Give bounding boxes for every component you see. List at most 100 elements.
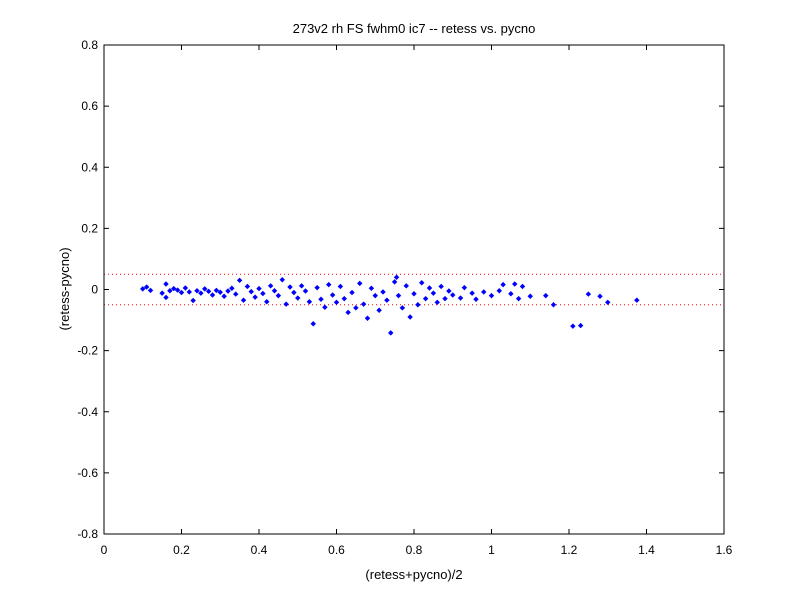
data-point: [295, 295, 301, 301]
data-point: [469, 290, 475, 296]
data-point: [419, 280, 425, 286]
data-point: [515, 295, 522, 302]
data-point: [527, 293, 533, 299]
data-point: [271, 287, 278, 294]
data-point: [349, 289, 355, 296]
data-point: [167, 287, 173, 294]
data-point: [550, 302, 557, 308]
data-point: [298, 283, 305, 289]
y-tick-label: 0.4: [81, 160, 98, 174]
data-point: [353, 305, 359, 311]
data-point: [345, 309, 351, 316]
x-tick-label: 0.8: [406, 543, 423, 557]
data-point: [314, 284, 320, 291]
y-tick-label: 0.8: [81, 38, 98, 52]
data-point: [376, 307, 382, 314]
y-tick-label: -0.4: [77, 405, 98, 419]
data-point: [585, 291, 592, 297]
reference-lines: [104, 273, 724, 306]
data-point: [171, 285, 177, 292]
data-point: [163, 294, 169, 301]
data-point: [174, 287, 181, 293]
x-tick-label: 0: [101, 543, 108, 557]
y-tick-label: -0.6: [77, 466, 98, 480]
data-point: [496, 287, 502, 294]
data-point: [217, 289, 223, 295]
data-point: [329, 292, 336, 298]
data-point: [306, 299, 313, 305]
data-point: [481, 289, 487, 295]
data-point: [411, 291, 417, 297]
data-point: [291, 289, 297, 296]
y-tick-label: -0.2: [77, 344, 98, 358]
data-point: [393, 274, 400, 280]
data-point: [457, 295, 464, 301]
data-point: [221, 293, 227, 299]
data-point: [508, 291, 514, 297]
data-point: [178, 289, 185, 296]
data-point: [380, 289, 386, 295]
data-point: [384, 297, 390, 303]
data-point: [391, 279, 398, 285]
data-point: [140, 286, 146, 292]
data-point: [577, 322, 584, 329]
data-point: [543, 292, 549, 299]
data-point: [368, 285, 375, 292]
data-point: [322, 304, 328, 310]
data-point: [190, 297, 196, 304]
data-point: [512, 281, 518, 287]
data-point: [422, 295, 429, 302]
data-point: [279, 276, 285, 283]
data-point: [283, 301, 289, 307]
data-point: [341, 295, 347, 302]
x-tick-label: 1.2: [561, 543, 578, 557]
x-tick-label: 0.4: [251, 543, 268, 557]
data-point: [244, 283, 251, 290]
data-point: [198, 290, 204, 296]
data-point: [267, 283, 274, 289]
data-point: [450, 292, 456, 298]
data-point: [407, 314, 413, 320]
data-point: [318, 296, 324, 303]
data-point: [337, 283, 344, 290]
data-point: [403, 283, 409, 289]
data-point: [488, 292, 495, 299]
data-point: [434, 299, 440, 306]
data-point: [415, 302, 421, 308]
data-point: [357, 280, 363, 287]
data-point: [310, 321, 316, 327]
data-point: [360, 301, 367, 307]
y-axis-label: (retess-pycno): [57, 247, 72, 330]
x-axis-ticks: 0 0.2 0.4 0.6 0.8 1 1.2 1.4 1.6: [101, 45, 733, 557]
plot-background: [104, 45, 724, 534]
y-tick-label: -0.8: [77, 527, 98, 541]
data-point: [399, 305, 406, 311]
data-point: [229, 285, 235, 292]
y-tick-label: 0.6: [81, 99, 98, 113]
data-point: [395, 292, 402, 299]
data-point: [461, 284, 468, 291]
data-point: [194, 287, 200, 294]
data-point: [264, 299, 270, 305]
data-point: [430, 290, 437, 296]
data-point: [240, 297, 247, 303]
data-point: [388, 330, 394, 336]
data-point: [426, 285, 433, 291]
data-point: [473, 296, 479, 303]
x-tick-label: 1.6: [716, 543, 733, 557]
data-points: [140, 274, 640, 336]
x-axis-label: (retess+pycno)/2: [365, 567, 462, 582]
data-point: [372, 292, 378, 299]
data-point: [302, 288, 309, 294]
data-point: [163, 281, 169, 287]
x-tick-label: 0.2: [173, 543, 190, 557]
data-point: [442, 295, 448, 302]
plot-frame: [103, 44, 725, 535]
data-point: [605, 299, 611, 306]
data-point: [252, 294, 258, 300]
x-tick-label: 1.4: [638, 543, 655, 557]
data-point: [202, 286, 208, 292]
data-point: [364, 315, 371, 321]
y-tick-label: 0: [91, 283, 98, 297]
data-point: [213, 287, 220, 294]
